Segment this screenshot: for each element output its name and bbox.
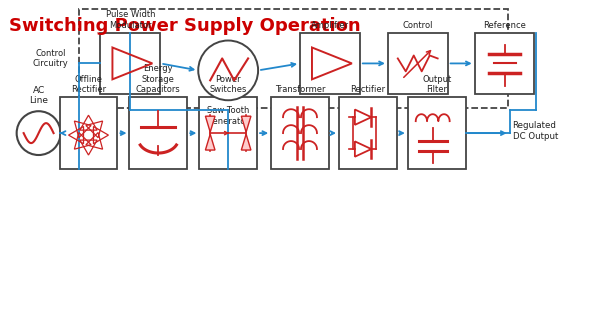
Text: Output
Filter: Output Filter: [422, 75, 451, 94]
Text: Offline
Rectifier: Offline Rectifier: [71, 75, 106, 94]
Bar: [408, 97, 466, 169]
Bar: [339, 97, 397, 169]
Bar: [79, 9, 508, 108]
Text: Regulated
DC Output: Regulated DC Output: [512, 121, 558, 141]
Bar: [130, 97, 187, 169]
Bar: [271, 97, 329, 169]
Text: Pulse Width
Modulator: Pulse Width Modulator: [106, 10, 155, 30]
Polygon shape: [241, 116, 251, 132]
Bar: [199, 97, 257, 169]
Text: Switching Power Supply Operation: Switching Power Supply Operation: [8, 17, 361, 35]
Polygon shape: [205, 134, 215, 150]
Polygon shape: [241, 134, 251, 150]
Bar: [388, 32, 448, 94]
Polygon shape: [205, 116, 215, 132]
Circle shape: [198, 40, 258, 100]
Text: Rectifier: Rectifier: [350, 85, 385, 94]
Text: Control
Circuitry: Control Circuitry: [33, 49, 68, 68]
Bar: [100, 32, 160, 94]
Text: Power
Switches: Power Switches: [209, 75, 247, 94]
Circle shape: [17, 111, 61, 155]
Text: Reference: Reference: [483, 21, 526, 30]
Bar: [59, 97, 118, 169]
Bar: [475, 32, 535, 94]
Text: Amplifier: Amplifier: [311, 21, 349, 30]
Text: AC
Line: AC Line: [29, 86, 48, 105]
Bar: [300, 32, 360, 94]
Text: Saw Tooth
Generator: Saw Tooth Generator: [207, 106, 250, 126]
Text: Control: Control: [403, 21, 433, 30]
Text: Energy
Storage
Capacitors: Energy Storage Capacitors: [136, 65, 181, 94]
Text: Transformer: Transformer: [275, 85, 325, 94]
